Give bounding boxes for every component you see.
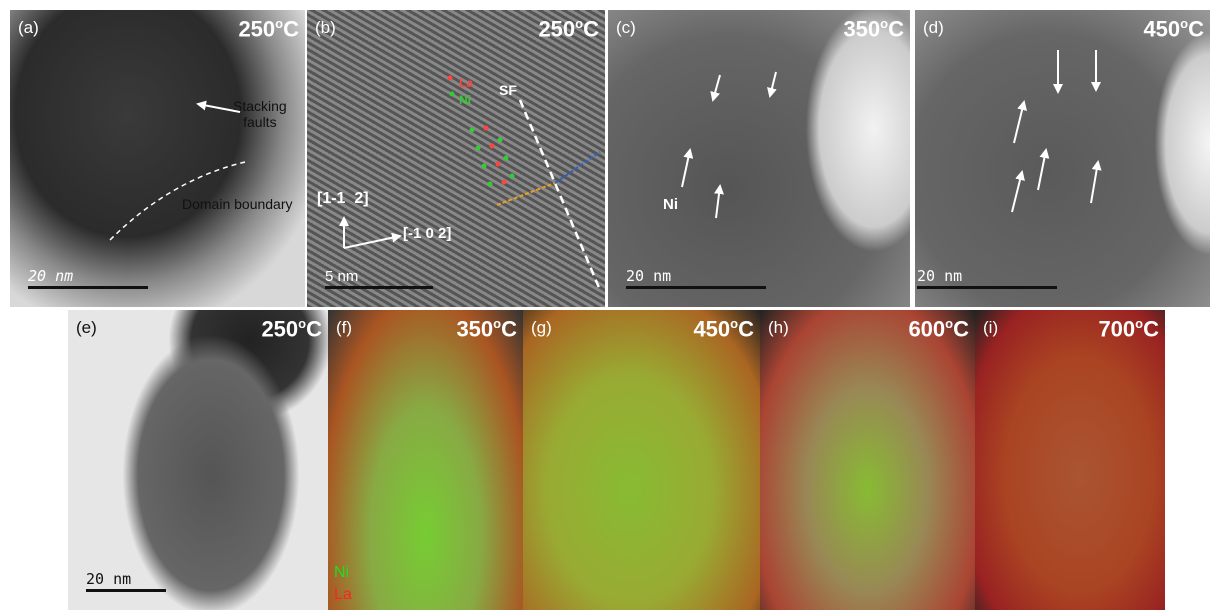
- temp-unit: C: [583, 16, 599, 41]
- temperature: 450oC: [693, 316, 754, 342]
- panel-f: (f) 350oC Ni La: [328, 310, 523, 610]
- temp-unit: C: [953, 316, 969, 341]
- annotation: Ni: [663, 196, 678, 213]
- annotation: Domain boundary: [182, 196, 293, 212]
- panel-g: (g) 450oC: [523, 310, 760, 610]
- legend-entry: Ni: [334, 564, 349, 582]
- temp-number: 600: [908, 316, 945, 341]
- temp-degree: o: [493, 316, 501, 331]
- temp-unit: C: [283, 16, 299, 41]
- temp-number: 700: [1098, 316, 1135, 341]
- temp-number: 450: [693, 316, 730, 341]
- panel-i: (i) 700oC: [975, 310, 1165, 610]
- temperature: 700oC: [1098, 316, 1159, 342]
- panel-label: (c): [616, 18, 636, 38]
- panel-label: (g): [531, 318, 552, 338]
- temp-unit: C: [1188, 16, 1204, 41]
- temperature: 450oC: [1143, 16, 1204, 42]
- panel-h: (h) 600oC: [760, 310, 975, 610]
- figure: (a) 250oC Stackingfaults Domain boundary…: [0, 0, 1210, 610]
- temp-unit: C: [738, 316, 754, 341]
- temp-degree: o: [298, 316, 306, 331]
- temp-number: 250: [538, 16, 575, 41]
- temp-degree: o: [730, 316, 738, 331]
- legend-entry: La: [334, 586, 352, 604]
- temp-number: 350: [456, 316, 493, 341]
- panel-label: (h): [768, 318, 789, 338]
- panel-c: (c) 350oC Ni 20 nm: [608, 10, 910, 307]
- annotation: [1-1 2]: [317, 190, 369, 208]
- temperature: 250oC: [261, 316, 322, 342]
- temp-degree: o: [575, 16, 583, 31]
- temperature: 600oC: [908, 316, 969, 342]
- scale-bar: 20 nm: [86, 570, 166, 592]
- panel-label: (a): [18, 18, 39, 38]
- temperature: 250oC: [238, 16, 299, 42]
- annotation: Ni: [459, 93, 471, 107]
- temp-degree: o: [275, 16, 283, 31]
- annotation: SF: [499, 82, 517, 98]
- scale-bar: 20 nm: [28, 267, 148, 289]
- annotation-line: Stacking: [233, 98, 287, 114]
- temperature: 350oC: [843, 16, 904, 42]
- annotation-line: faults: [243, 114, 276, 130]
- scale-bar: 5 nm: [325, 268, 433, 289]
- temp-number: 350: [843, 16, 880, 41]
- annotation: La: [459, 76, 473, 90]
- panel-e: (e) 250oC 20 nm: [68, 310, 328, 610]
- temp-degree: o: [880, 16, 888, 31]
- temp-unit: C: [306, 316, 322, 341]
- temperature: 350oC: [456, 316, 517, 342]
- scale-bar: 20 nm: [626, 267, 766, 289]
- panel-label: (b): [315, 18, 336, 38]
- temp-unit: C: [501, 316, 517, 341]
- temp-degree: o: [1180, 16, 1188, 31]
- panel-b: (b) 250oC La Ni SF [1-1 2] [-1 0 2] 5 nm: [307, 10, 605, 307]
- temp-number: 450: [1143, 16, 1180, 41]
- temp-degree: o: [1135, 316, 1143, 331]
- scale-bar: 20 nm: [917, 267, 1057, 289]
- annotation: [-1 0 2]: [403, 225, 451, 242]
- panel-label: (i): [983, 318, 998, 338]
- temp-degree: o: [945, 316, 953, 331]
- panel-label: (f): [336, 318, 352, 338]
- panel-label: (d): [923, 18, 944, 38]
- temp-unit: C: [1143, 316, 1159, 341]
- temp-unit: C: [888, 16, 904, 41]
- panel-label: (e): [76, 318, 97, 338]
- temperature: 250oC: [538, 16, 599, 42]
- temp-number: 250: [238, 16, 275, 41]
- panel-d: (d) 450oC 20 nm: [915, 10, 1210, 307]
- temp-number: 250: [261, 316, 298, 341]
